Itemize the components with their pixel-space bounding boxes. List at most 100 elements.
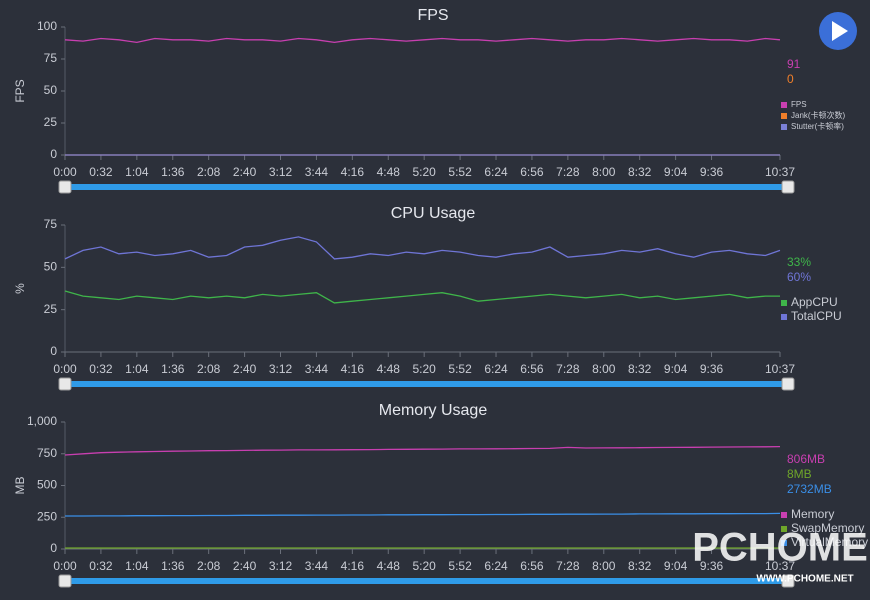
legend-swatch — [781, 540, 787, 546]
x-tick-label: 3:12 — [269, 362, 293, 376]
play-icon[interactable] — [832, 21, 848, 41]
legend-swatch — [781, 300, 787, 306]
watermark-url: WWW.PCHOME.NET — [756, 574, 853, 585]
y-tick-label: 100 — [37, 19, 57, 33]
current-readout: 806MB — [787, 452, 825, 466]
y-tick-label: 75 — [44, 217, 58, 231]
y-tick-label: 75 — [44, 51, 58, 65]
y-tick-label: 50 — [44, 83, 58, 97]
x-tick-label: 9:04 — [664, 165, 688, 179]
x-tick-label: 4:16 — [341, 559, 365, 573]
slider-handle — [58, 574, 72, 588]
x-tick-label: 2:08 — [197, 165, 221, 179]
y-tick-label: 0 — [50, 344, 57, 358]
slider-handle — [58, 180, 72, 194]
x-tick-label: 9:36 — [700, 559, 724, 573]
x-tick-label: 3:44 — [305, 559, 329, 573]
x-tick-label: 5:52 — [448, 362, 472, 376]
x-tick-label: 5:52 — [448, 559, 472, 573]
x-tick-label: 8:00 — [592, 559, 616, 573]
y-tick-label: 1,000 — [27, 414, 57, 428]
x-tick-label: 10:37 — [765, 362, 795, 376]
y-tick-label: 500 — [37, 478, 57, 492]
x-tick-label: 5:20 — [413, 165, 437, 179]
x-tick-label: 9:36 — [700, 362, 724, 376]
x-tick-label: 8:00 — [592, 362, 616, 376]
y-tick-label: 750 — [37, 446, 57, 460]
x-tick-label: 4:48 — [377, 362, 401, 376]
x-tick-label: 5:20 — [413, 362, 437, 376]
legend-label: FPS — [791, 100, 807, 109]
legend-swatch — [781, 512, 787, 518]
y-axis-label: FPS — [13, 79, 27, 102]
slider-handle — [781, 180, 795, 194]
legend-label: Memory — [791, 507, 834, 521]
x-tick-label: 7:28 — [556, 559, 580, 573]
legend-swatch — [781, 124, 787, 130]
current-readout: 2732MB — [787, 482, 832, 496]
slider-handle — [781, 574, 795, 588]
legend-swatch — [781, 102, 787, 108]
series-line — [64, 445, 781, 456]
x-tick-label: 4:48 — [377, 165, 401, 179]
x-tick-label: 2:08 — [197, 362, 221, 376]
legend-label: AppCPU — [791, 295, 838, 309]
x-tick-label: 0:00 — [53, 362, 77, 376]
chart-title: CPU Usage — [391, 205, 476, 222]
x-tick-label: 8:32 — [628, 559, 652, 573]
series-line — [64, 37, 781, 44]
y-tick-label: 250 — [37, 509, 57, 523]
range-slider — [65, 381, 790, 387]
x-tick-label: 0:00 — [53, 559, 77, 573]
slider-handle — [781, 377, 795, 391]
slider-handle — [58, 377, 72, 391]
x-tick-label: 1:36 — [161, 362, 185, 376]
legend-swatch — [781, 526, 787, 532]
x-tick-label: 6:24 — [484, 165, 508, 179]
x-tick-label: 10:37 — [765, 165, 795, 179]
x-tick-label: 3:44 — [305, 165, 329, 179]
legend-swatch — [781, 314, 787, 320]
x-tick-label: 2:40 — [233, 165, 257, 179]
x-tick-label: 8:32 — [628, 165, 652, 179]
y-axis-label: % — [13, 283, 27, 294]
chart-title: FPS — [417, 7, 448, 24]
x-tick-label: 9:36 — [700, 165, 724, 179]
x-tick-label: 7:28 — [556, 362, 580, 376]
watermark-brand: PCHOME — [692, 526, 868, 570]
x-tick-label: 6:56 — [520, 165, 544, 179]
legend-label: Jank(卡顿次数) — [791, 110, 846, 120]
y-tick-label: 0 — [50, 147, 57, 161]
x-tick-label: 3:12 — [269, 165, 293, 179]
legend-label: Stutter(卡顿率) — [791, 121, 844, 131]
x-tick-label: 4:16 — [341, 362, 365, 376]
legend-label: TotalCPU — [791, 309, 842, 323]
x-tick-label: 4:48 — [377, 559, 401, 573]
range-slider — [65, 578, 790, 584]
x-tick-label: 6:56 — [520, 559, 544, 573]
x-tick-label: 0:00 — [53, 165, 77, 179]
legend-label: VirtualMemory — [791, 535, 868, 549]
x-tick-label: 0:32 — [89, 559, 113, 573]
x-tick-label: 8:00 — [592, 165, 616, 179]
legend-swatch — [781, 113, 787, 119]
y-axis-label: MB — [13, 477, 27, 495]
current-readout: 0 — [787, 72, 794, 86]
y-tick-label: 25 — [44, 115, 58, 129]
x-tick-label: 1:04 — [125, 362, 149, 376]
x-tick-label: 3:44 — [305, 362, 329, 376]
x-tick-label: 2:40 — [233, 362, 257, 376]
chart-title: Memory Usage — [379, 402, 488, 419]
x-tick-label: 1:36 — [161, 559, 185, 573]
x-tick-label: 9:04 — [664, 362, 688, 376]
x-tick-label: 0:32 — [89, 362, 113, 376]
x-tick-label: 1:36 — [161, 165, 185, 179]
x-tick-label: 8:32 — [628, 362, 652, 376]
current-readout: 60% — [787, 270, 811, 284]
x-tick-label: 4:16 — [341, 165, 365, 179]
y-tick-label: 50 — [44, 260, 58, 274]
x-tick-label: 10:37 — [765, 559, 795, 573]
x-tick-label: 6:24 — [484, 362, 508, 376]
x-tick-label: 5:52 — [448, 165, 472, 179]
